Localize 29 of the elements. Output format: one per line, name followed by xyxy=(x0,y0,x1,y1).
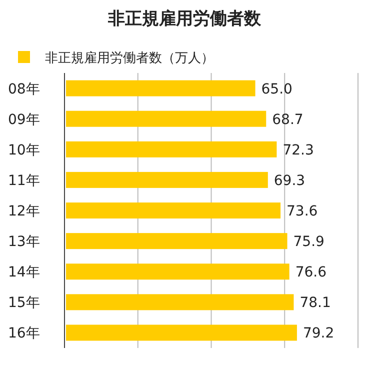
bar xyxy=(66,172,268,188)
data-label: 75.9 xyxy=(293,234,324,250)
y-tick-label: 10年 xyxy=(8,142,40,158)
y-tick-label: 13年 xyxy=(8,234,40,250)
bar xyxy=(66,294,294,310)
data-label: 79.2 xyxy=(302,326,334,342)
data-label: 78.1 xyxy=(300,295,331,312)
data-label: 65.0 xyxy=(261,81,292,98)
y-tick-label: 08年 xyxy=(8,81,40,98)
bar xyxy=(66,141,277,158)
data-label: 69.3 xyxy=(274,172,306,189)
data-label: 76.6 xyxy=(295,264,327,281)
bar xyxy=(66,233,288,250)
bar xyxy=(66,264,290,280)
chart-title: 非正規雇用労働者数 xyxy=(107,9,262,29)
y-tick-label: 16年 xyxy=(8,326,40,342)
legend-label: 非正規雇用労働者数（万人） xyxy=(45,50,214,66)
y-tick-label: 15年 xyxy=(8,295,40,312)
y-tick-label: 14年 xyxy=(8,264,40,281)
data-label: 72.3 xyxy=(282,142,314,158)
y-tick-label: 11年 xyxy=(8,172,40,189)
y-tick-label: 09年 xyxy=(8,112,40,128)
bar xyxy=(66,110,266,127)
bar xyxy=(66,80,256,96)
data-label: 68.7 xyxy=(272,112,304,128)
bar xyxy=(66,324,297,341)
data-label: 73.6 xyxy=(286,204,318,220)
bar xyxy=(66,202,281,218)
y-tick-label: 12年 xyxy=(8,204,40,220)
